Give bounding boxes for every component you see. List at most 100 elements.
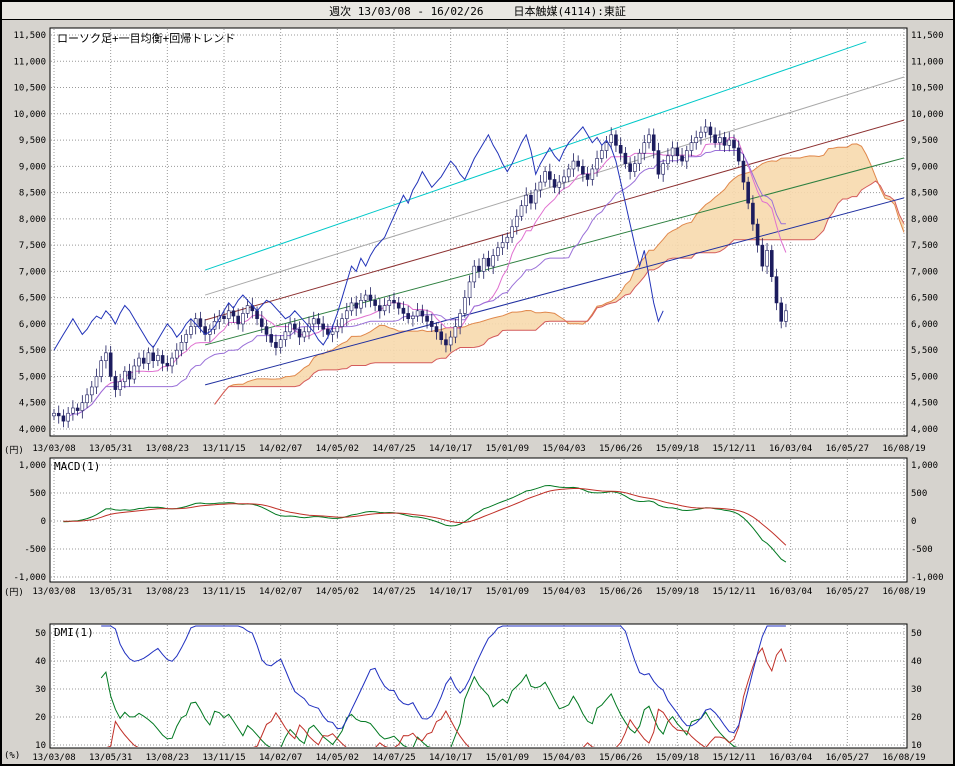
candle-body (453, 326, 458, 338)
candle-body (118, 381, 122, 390)
candle-body (184, 334, 189, 343)
candle-body (359, 299, 363, 309)
axis-tick-label: 7,500 (911, 241, 938, 251)
axis-tick-label: 500 (30, 489, 46, 499)
macd-layer (63, 484, 787, 563)
candle-body (302, 331, 307, 338)
axis-tick-label: 13/08/23 (146, 753, 189, 763)
candle-body (373, 299, 377, 306)
axis-tick-label: 15/01/09 (486, 444, 529, 454)
candle-body (132, 365, 137, 380)
candle-body (189, 326, 193, 335)
candle-body (293, 323, 297, 330)
candle-body (623, 152, 628, 165)
candle-body (222, 315, 226, 319)
candle-body (212, 321, 217, 330)
candle-body (406, 313, 410, 319)
candle-body (439, 331, 444, 340)
candle-body (486, 257, 491, 267)
candle-body (104, 352, 108, 362)
dmi-unit-label: (%) (4, 751, 21, 761)
axis-tick-label: 10,000 (13, 110, 46, 120)
chikou-line (53, 126, 664, 351)
candle-body (226, 310, 231, 319)
regression-band-upper-2 (204, 41, 867, 271)
candle-body (722, 137, 727, 146)
axis-tick-label: 1,000 (911, 461, 938, 471)
axis-tick-label: 10,000 (911, 110, 944, 120)
axis-labels: 11,500 11,500 11,000 11,000 10,500 10,500 10,0… (13, 31, 943, 763)
candle-body (274, 342, 278, 348)
title-bar: 週次 13/03/08 - 16/02/26 日本触媒(4114):東証 (2, 2, 953, 20)
candle-body (680, 155, 684, 162)
candle-body (415, 310, 420, 317)
axis-tick-label: 13/08/23 (146, 587, 189, 597)
axis-tick-label: 16/05/27 (826, 587, 869, 597)
candle-body (392, 299, 396, 304)
axis-tick-label: 14/02/07 (259, 587, 302, 597)
axis-tick-label: -500 (24, 545, 46, 555)
axis-tick-label: 16/03/04 (769, 753, 812, 763)
candle-body (344, 310, 349, 319)
candle-body (425, 315, 429, 322)
candle-body (179, 342, 184, 351)
candle-body (519, 205, 524, 217)
axis-tick-label: 30 (911, 685, 922, 695)
candle-body (581, 166, 585, 175)
axis-tick-label: 14/10/17 (429, 444, 472, 454)
candle-body (108, 352, 113, 377)
candle-body (784, 310, 788, 322)
axis-tick-label: 6,500 (19, 294, 46, 304)
axis-tick-label: 500 (911, 489, 927, 499)
axis-tick-label: 11,000 (13, 57, 46, 67)
candle-body (354, 302, 359, 309)
axis-tick-label: 13/11/15 (202, 753, 245, 763)
axis-tick-label: 0 (41, 517, 46, 527)
axis-tick-label: -1,000 (911, 573, 944, 583)
axis-tick-label: 13/03/08 (32, 753, 75, 763)
axis-tick-label: 50 (35, 629, 46, 639)
candle-body (633, 163, 637, 172)
axis-tick-label: 20 (911, 713, 922, 723)
axis-tick-label: 11,500 (911, 31, 944, 41)
candle-body (123, 370, 127, 383)
candle-body (170, 357, 174, 367)
candle-body (496, 247, 500, 256)
axis-tick-label: 9,000 (911, 162, 938, 172)
candle-body (429, 321, 434, 327)
candle-body (269, 334, 274, 343)
candle-body (746, 181, 750, 204)
axis-tick-label: 8,000 (911, 215, 938, 225)
candle-body (71, 407, 75, 414)
candle-body (448, 336, 453, 346)
candle-body (174, 349, 179, 359)
axis-tick-label: -1,000 (13, 573, 46, 583)
axis-tick-label: 4,500 (19, 399, 46, 409)
candle-body (236, 315, 240, 325)
candle-body (571, 160, 576, 170)
axis-tick-label: 5,500 (19, 346, 46, 356)
axis-tick-label: 14/05/02 (316, 587, 359, 597)
candle-body (661, 163, 665, 175)
candle-body (751, 202, 755, 225)
axis-tick-label: 15/12/11 (712, 444, 755, 454)
axis-tick-label: 14/07/25 (372, 753, 415, 763)
candle-body (137, 357, 141, 367)
candle-body (609, 134, 614, 143)
axis-tick-label: 7,000 (19, 267, 46, 277)
axis-tick-label: 40 (35, 657, 46, 667)
candle-body (297, 328, 302, 338)
candle-body (245, 305, 250, 314)
axis-tick-label: 16/08/19 (882, 444, 925, 454)
candle-body (472, 265, 477, 283)
candle-body (684, 150, 689, 162)
axis-tick-label: -500 (911, 545, 933, 555)
candle-body (595, 158, 599, 170)
axis-tick-label: 20 (35, 713, 46, 723)
candle-body (533, 189, 538, 204)
candle-body (278, 339, 283, 348)
candle-body (321, 323, 325, 330)
macd-signal-line (63, 487, 787, 546)
candle-body (264, 326, 269, 335)
